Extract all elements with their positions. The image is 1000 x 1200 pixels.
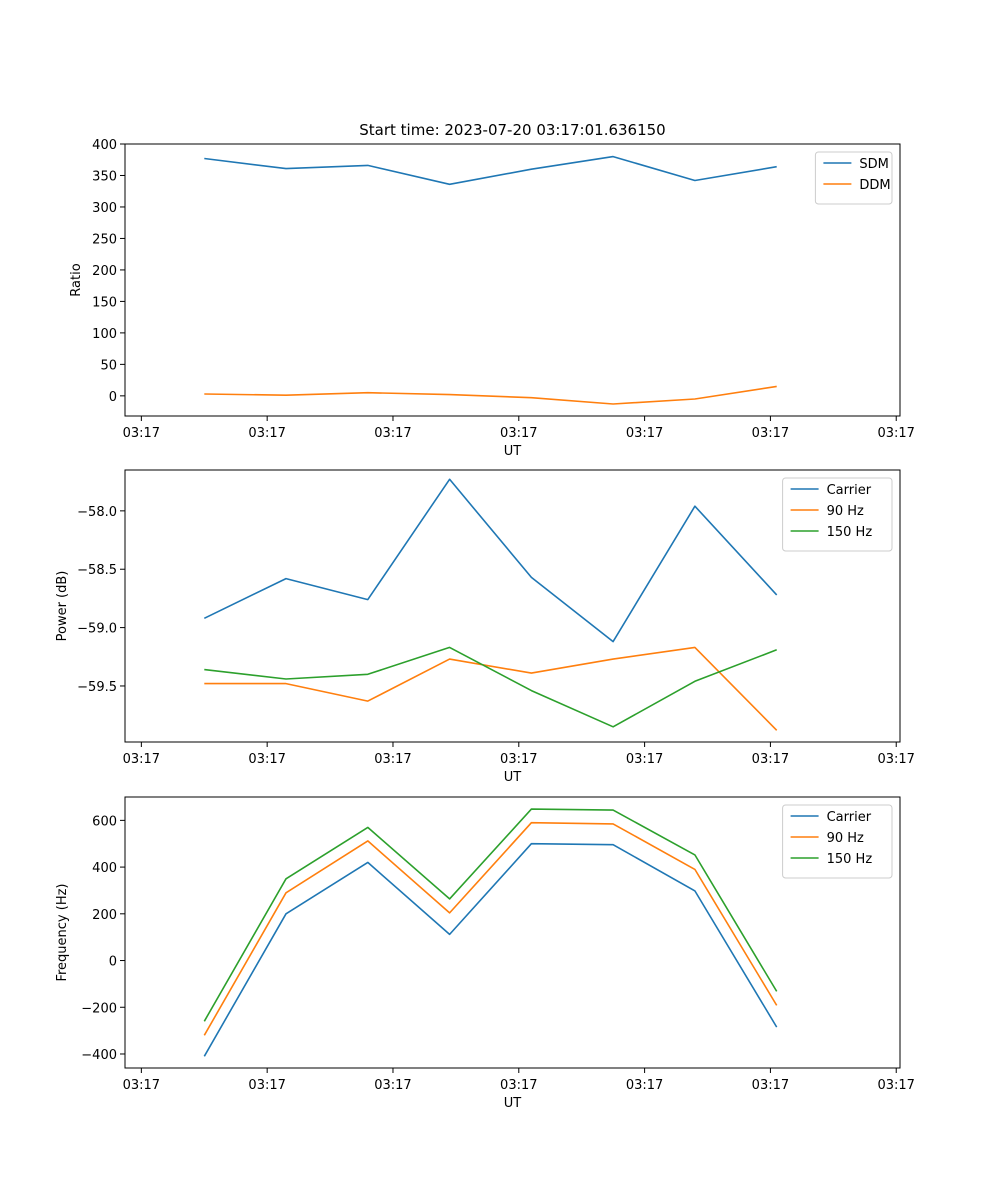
- x-tick-label: 03:17: [626, 426, 663, 441]
- figure-title: Start time: 2023-07-20 03:17:01.636150: [359, 121, 665, 139]
- x-axis-label: UT: [504, 1096, 522, 1111]
- legend-box: [814, 151, 893, 205]
- subplot-3: −400 −200 0 200 400 600 03:17 03:17 03:17 03:17 03…: [55, 796, 915, 1111]
- series-line-150-hz: [204, 646, 777, 728]
- x-tick-label: 03:17: [626, 752, 663, 767]
- y-tick-label: 400: [92, 138, 117, 153]
- series-line-carrier: [203, 478, 778, 643]
- legend-label: 150 Hz: [827, 525, 873, 540]
- legend-label: SDM: [859, 157, 888, 172]
- legend-label: 90 Hz: [827, 504, 864, 519]
- y-tick-label: 100: [92, 327, 117, 342]
- y-tick-label: 50: [100, 358, 117, 373]
- y-tick-label: 0: [109, 955, 117, 970]
- legend-box: [782, 804, 893, 879]
- legend: Carrier 90 Hz 150 Hz: [782, 804, 893, 879]
- x-tick-label: 03:17: [752, 752, 789, 767]
- y-tick-label: 300: [92, 201, 117, 216]
- y-tick-label: −400: [81, 1048, 117, 1063]
- legend: Carrier 90 Hz 150 Hz: [782, 477, 893, 552]
- x-tick-label: 03:17: [248, 426, 285, 441]
- subplot-2: −59.5 −59.0 −58.5 −58.0 03:17 03:17 03:17 03:17…: [55, 469, 915, 785]
- y-axis-label: Ratio: [69, 263, 84, 296]
- series-line-90-hz: [203, 821, 778, 1036]
- y-tick-label: −58.5: [77, 563, 117, 578]
- y-tick-label: 250: [92, 232, 117, 247]
- x-tick-label: 03:17: [877, 426, 914, 441]
- subplots: 0 50 100 150 200 250 300 350 400 03:17 03:17 03:17 0…: [55, 138, 915, 1111]
- series-line-carrier: [203, 842, 778, 1057]
- x-tick-label: 03:17: [500, 1078, 537, 1093]
- legend-label: Carrier: [827, 483, 872, 498]
- x-tick-label: 03:17: [374, 1078, 411, 1093]
- x-tick-label: 03:17: [248, 1078, 285, 1093]
- x-tick-label: 03:17: [752, 426, 789, 441]
- series-line-sdm: [204, 155, 777, 186]
- y-tick-label: −58.0: [77, 505, 117, 520]
- y-tick-label: 150: [92, 295, 117, 310]
- y-tick-label: 200: [92, 908, 117, 923]
- axes-frame: [124, 143, 901, 417]
- subplot-1: 0 50 100 150 200 250 300 350 400 03:17 03:17 03:17 0…: [69, 138, 915, 459]
- legend-label: 90 Hz: [827, 831, 864, 846]
- legend-box: [782, 477, 893, 552]
- x-tick-label: 03:17: [752, 1078, 789, 1093]
- y-tick-label: −200: [81, 1001, 117, 1016]
- y-tick-label: 600: [92, 814, 117, 829]
- x-tick-label: 03:17: [123, 1078, 160, 1093]
- series-line-ddm: [204, 385, 777, 405]
- x-tick-label: 03:17: [123, 752, 160, 767]
- y-tick-label: 400: [92, 861, 117, 876]
- x-tick-label: 03:17: [877, 752, 914, 767]
- y-tick-label: −59.5: [77, 680, 117, 695]
- legend-label: Carrier: [827, 810, 872, 825]
- x-tick-label: 03:17: [248, 752, 285, 767]
- y-tick-label: 200: [92, 264, 117, 279]
- y-axis-label: Power (dB): [55, 571, 70, 642]
- legend-label: 150 Hz: [827, 852, 873, 867]
- x-tick-label: 03:17: [374, 752, 411, 767]
- axes-frame: [124, 469, 901, 743]
- axes-frame: [124, 796, 901, 1069]
- x-tick-label: 03:17: [123, 426, 160, 441]
- y-tick-label: −59.0: [77, 622, 117, 637]
- x-tick-label: 03:17: [500, 426, 537, 441]
- x-axis-label: UT: [504, 770, 522, 785]
- y-tick-label: 350: [92, 169, 117, 184]
- y-axis-label: Frequency (Hz): [55, 883, 70, 981]
- x-axis-label: UT: [504, 444, 522, 459]
- x-tick-label: 03:17: [374, 426, 411, 441]
- series-line-90-hz: [204, 646, 778, 731]
- legend-label: DDM: [859, 178, 890, 193]
- legend: SDM DDM: [814, 151, 893, 205]
- x-tick-label: 03:17: [626, 1078, 663, 1093]
- series-line-150-hz: [203, 808, 778, 1022]
- x-tick-label: 03:17: [500, 752, 537, 767]
- y-tick-label: 0: [109, 390, 117, 405]
- x-tick-label: 03:17: [877, 1078, 914, 1093]
